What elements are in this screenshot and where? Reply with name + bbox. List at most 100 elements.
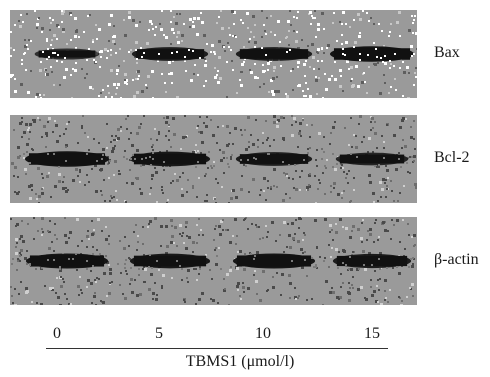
speckle [139,188,141,190]
speckle [165,135,167,137]
band-speckle [321,47,323,49]
speckle [334,168,337,171]
speckle [100,190,102,192]
speckle [170,43,172,45]
speckle [17,156,20,159]
speckle [381,135,383,137]
speckle [196,242,198,244]
speckle [272,93,275,96]
speckle [332,126,335,129]
speckle [64,234,67,237]
speckle [185,226,187,228]
speckle [113,35,116,38]
speckle [398,152,400,154]
speckle [111,135,113,137]
speckle [201,292,204,295]
speckle [46,135,48,137]
band-speckle [141,56,143,58]
speckle [87,279,90,282]
speckle [155,171,158,174]
band-speckle [88,48,90,50]
speckle [86,73,88,75]
speckle [16,223,19,226]
speckle [344,127,346,129]
speckle [239,250,242,253]
band-core-bax-lane-4 [333,48,411,60]
speckle [330,256,332,258]
speckle [165,91,167,93]
speckle [215,178,217,180]
speckle [79,276,81,278]
speckle [90,270,92,272]
speckle [110,195,112,197]
speckle [12,302,14,304]
speckle [181,188,183,190]
speckle [97,218,100,221]
speckle [412,263,414,265]
speckle [28,185,31,188]
speckle [339,218,342,221]
speckle [377,239,379,241]
band-speckle [359,53,361,55]
speckle [36,93,39,96]
speckle [28,138,30,140]
speckle [377,165,380,168]
speckle [41,217,44,220]
speckle [84,184,86,186]
band-speckle [126,158,128,160]
speckle [294,296,297,299]
band-speckle [367,54,369,56]
speckle [212,299,215,302]
speckle [226,125,229,128]
speckle [123,19,125,21]
speckle [297,240,300,243]
speckle [412,295,414,297]
band-speckle [184,56,186,58]
speckle [413,234,416,237]
band-speckle [400,166,402,168]
speckle [347,182,349,184]
speckle [58,26,60,28]
speckle [137,241,139,243]
speckle [236,92,238,94]
speckle [306,299,308,301]
speckle [64,217,66,219]
speckle [98,278,100,280]
speckle [86,286,88,288]
speckle [233,23,235,25]
speckle [307,189,309,191]
speckle [170,10,172,12]
band-speckle [135,49,137,51]
band-speckle [323,260,325,262]
speckle [68,121,70,123]
speckle [195,268,197,270]
blot-panel-actin [10,217,417,305]
speckle [140,47,142,49]
speckle [206,194,208,196]
band-speckle [124,267,126,269]
speckle [211,167,213,169]
speckle [59,269,62,272]
speckle [35,96,37,98]
speckle [352,287,354,289]
speckle [310,23,312,25]
speckle [409,172,411,174]
speckle [142,226,144,228]
speckle [157,60,159,62]
speckle [77,245,79,247]
speckle [218,40,221,43]
speckle [130,49,132,51]
speckle [307,88,309,90]
speckle [243,46,245,48]
speckle [288,44,290,46]
speckle [269,145,271,147]
speckle [88,238,90,240]
speckle [74,69,77,72]
speckle [168,130,170,132]
speckle [239,295,241,297]
speckle [70,39,72,41]
speckle [384,279,387,282]
speckle [192,241,195,244]
speckle [96,277,98,279]
speckle [361,241,363,243]
